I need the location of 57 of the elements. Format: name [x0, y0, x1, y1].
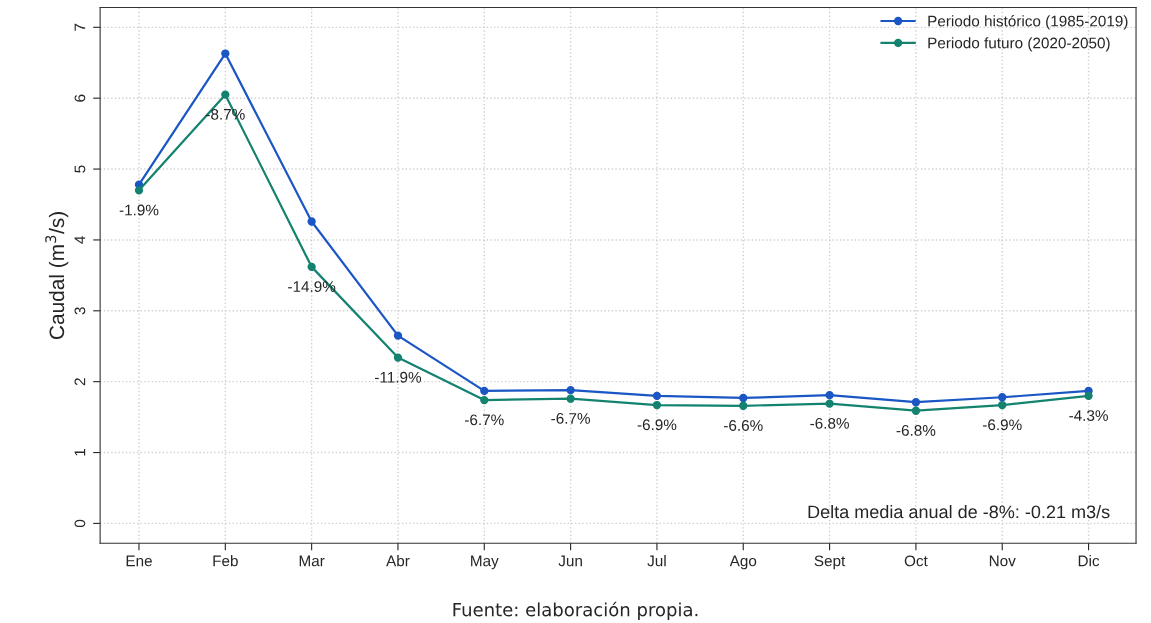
annotation: -6.8%: [896, 425, 936, 436]
point: [134, 186, 144, 195]
x-tick-label: Ago: [729, 555, 757, 570]
point: [566, 386, 575, 395]
point: [566, 394, 575, 403]
y-tick-label: 0: [74, 519, 86, 528]
annotation: -6.8%: [810, 417, 849, 429]
x-tick-label: Nov: [989, 555, 1016, 567]
y-tick-label: 3: [74, 307, 86, 315]
annotation: -6.6%: [723, 420, 763, 431]
x-tick-label: Feb: [213, 555, 238, 567]
point: [825, 390, 834, 400]
point: [911, 398, 921, 407]
point: [739, 393, 748, 403]
x-tick-label: Mar: [299, 555, 325, 567]
point: [998, 393, 1007, 402]
point: [1084, 391, 1093, 401]
annotation: -4.3%: [1069, 410, 1108, 421]
annotation: -6.9%: [982, 419, 1022, 431]
source-note: Fuente: elaboración propia.: [453, 601, 698, 620]
annotation: Delta media anual de -8%: -0.21 m3/s: [808, 504, 1110, 519]
x-tick-label: Ene: [126, 555, 152, 567]
y-tick-label: 7: [74, 23, 86, 31]
point: [307, 262, 316, 272]
point: [480, 395, 489, 405]
annotation: -6.7%: [465, 414, 504, 426]
point: [652, 400, 662, 410]
x-tick-label: Abr: [386, 555, 410, 567]
x-tick-label: May: [471, 555, 499, 570]
point: [221, 49, 230, 58]
point: [998, 400, 1007, 410]
point: [221, 90, 230, 99]
y-axis-title: Caudal (m$^{3}$/s): [45, 212, 69, 339]
annotation: -11.9%: [375, 371, 422, 383]
annotation: -6.9%: [637, 419, 677, 431]
point: [739, 401, 748, 410]
y-tick-label: 4: [74, 236, 86, 244]
point: [911, 406, 921, 415]
annotation: -6.7%: [551, 412, 591, 424]
x-tick-label: Sept: [814, 555, 846, 570]
point: [825, 399, 834, 408]
point: [307, 217, 316, 226]
y-tick-label: 5: [74, 165, 86, 173]
point: [393, 353, 403, 362]
legend-label: Periodo futuro (2020-2050): [928, 37, 1110, 52]
point: [393, 331, 403, 340]
point: [480, 386, 489, 396]
point: [652, 391, 662, 401]
annotation: -1.9%: [119, 204, 159, 216]
y-tick-label: 2: [74, 378, 86, 386]
x-tick-label: Jul: [647, 555, 666, 567]
x-tick-label: Oct: [904, 555, 928, 567]
x-tick-label: Dic: [1078, 555, 1100, 567]
x-tick-label: Jun: [558, 555, 582, 567]
y-tick-label: 1: [74, 449, 86, 456]
legend-label: Periodo histórico (1985-2019): [928, 15, 1128, 30]
y-tick-label: 6: [74, 94, 86, 102]
